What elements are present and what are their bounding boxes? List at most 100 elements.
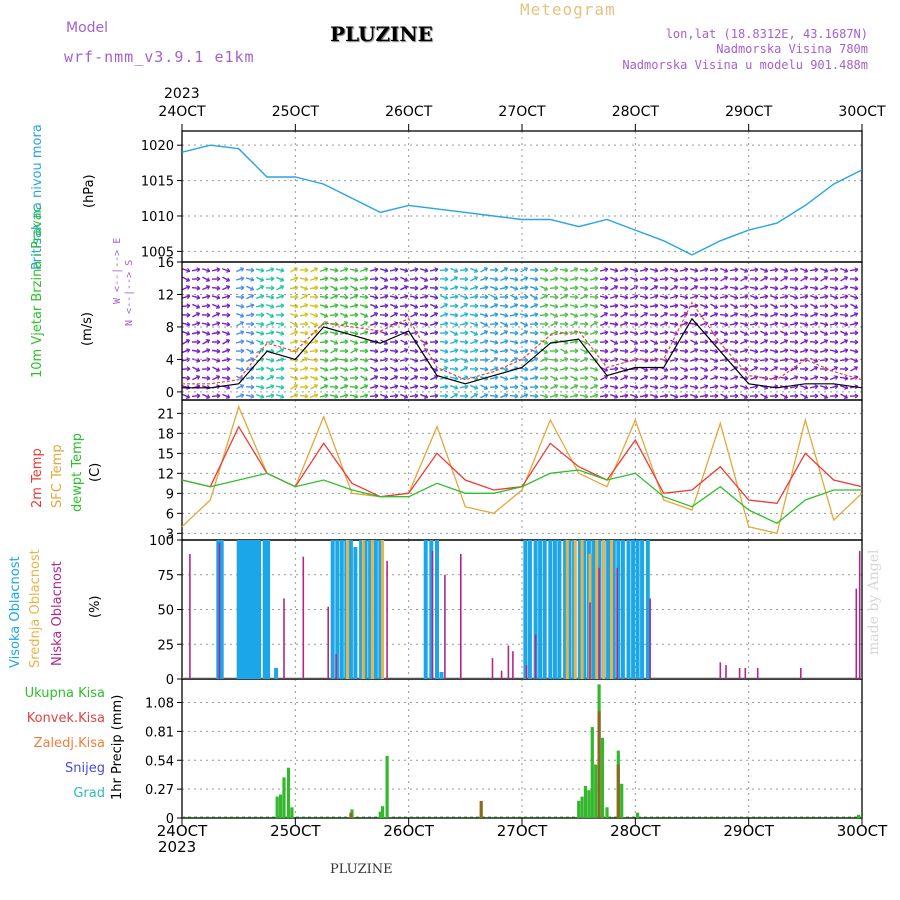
wind-arrow-head: [424, 366, 429, 372]
wind-arrow-head: [713, 304, 719, 309]
wind-arrow: [470, 303, 479, 309]
wind-arrow: [629, 375, 639, 381]
wind-arrow-shaft: [276, 276, 284, 282]
wind-arrow-shaft: [449, 313, 459, 317]
wind-arrow: [819, 348, 829, 354]
wind-arrow-head: [280, 294, 285, 299]
wind-arrow: [709, 276, 719, 282]
wind-arrow-head: [424, 331, 429, 336]
wind-arrow: [639, 294, 649, 300]
wind-arrow-shaft: [390, 312, 398, 318]
wind-arrow-head: [604, 384, 609, 389]
precip-bar-total: [279, 794, 283, 818]
cloud-bar-low: [302, 556, 305, 679]
wind-arrow-head: [354, 330, 359, 336]
wind-arrow: [369, 267, 379, 273]
wind-arrow: [469, 357, 479, 363]
wind-arrow: [509, 286, 519, 291]
wind-arrow-shaft: [370, 312, 378, 318]
precip-total-label: Ukupna Kisa: [24, 686, 105, 701]
wind-arrow: [770, 357, 779, 363]
cloud-bar-high: [348, 540, 353, 679]
wind-arrow-shaft: [539, 385, 549, 389]
wind-arrow-shaft: [449, 376, 459, 380]
wind-arrow-shaft: [669, 367, 679, 371]
wind-arrow: [600, 312, 609, 318]
wind-arrow-head: [794, 348, 799, 354]
wind-arrow: [399, 312, 409, 318]
wind-arrow-shaft: [399, 295, 409, 299]
wind-arrow-shaft: [679, 277, 689, 281]
wind-arrow: [599, 339, 609, 345]
wind-arrow-head: [324, 367, 329, 372]
wind-arrow-shaft: [539, 313, 549, 317]
wind-arrow-shaft: [349, 367, 359, 371]
precip-bar-total: [282, 777, 286, 818]
wind-arrow-head: [774, 321, 779, 327]
wind-arrow-shaft: [709, 268, 719, 272]
wind-arrow: [779, 348, 789, 354]
wind-arrow: [569, 285, 579, 291]
wind-arrow: [669, 267, 679, 273]
wind-arrow-shaft: [519, 367, 529, 371]
wind-arrow-head: [404, 267, 409, 273]
wind-arrow: [659, 267, 669, 273]
wind-arrow-shaft: [769, 268, 779, 272]
wind-arrow-shaft: [459, 286, 469, 290]
cloud-bar-high: [219, 540, 224, 679]
wind-arrow-head: [684, 393, 689, 399]
precip-bar-total: [577, 800, 581, 818]
wind-arrow-head: [279, 348, 285, 353]
wind-arrow: [670, 276, 679, 282]
wind-arrow-head: [474, 312, 479, 318]
wind-arrow-shaft: [740, 285, 748, 291]
wind-arrow-head: [644, 267, 649, 273]
wind-arrow-shaft: [600, 375, 608, 381]
wind-arrow-head: [494, 267, 499, 273]
wind-arrow: [246, 285, 255, 291]
wind-arrow: [749, 276, 759, 282]
wind-arrow-shaft: [360, 267, 368, 273]
wind-arrow: [650, 276, 659, 282]
wind-arrow-head: [504, 285, 509, 291]
wind-arrow-head: [794, 285, 799, 291]
wind-arrow-shaft: [850, 312, 858, 318]
wind-arrow-shaft: [470, 384, 478, 390]
wind-arrow-head: [584, 321, 589, 327]
wind-arrow: [449, 366, 459, 372]
wind-arrow-head: [694, 375, 699, 381]
wind-arrow-head: [364, 330, 369, 336]
wind-arrow: [539, 312, 549, 318]
wind-arrow-shaft: [499, 313, 509, 317]
wind-arrow: [520, 267, 529, 273]
cloud-bar-high: [359, 540, 364, 679]
wind-arrow-head: [843, 394, 849, 399]
wind-arrow-head: [354, 267, 359, 273]
wind-arrow: [579, 375, 589, 381]
wind-arrow-head: [834, 267, 839, 273]
wind-arrow-head: [524, 357, 529, 363]
wind-arrow-shaft: [469, 313, 479, 317]
wind-arrow-shaft: [309, 304, 319, 308]
wind-arrow-head: [196, 393, 201, 399]
wind-arrow-head: [524, 339, 529, 345]
wind-arrow-head: [564, 276, 569, 282]
wind-arrow-shaft: [390, 303, 398, 309]
wind-arrow-head: [644, 393, 649, 399]
wind-arrow-head: [354, 393, 359, 399]
wind-arrow: [181, 268, 191, 273]
wind-arrow-shaft: [319, 304, 329, 308]
cloud-bar-high: [645, 540, 650, 679]
wind-arrow-head: [774, 312, 779, 317]
wind-arrow-shaft: [829, 341, 839, 343]
wind-arrow-head: [794, 358, 799, 363]
wind-arrow: [202, 285, 211, 291]
wind-arrow: [181, 321, 191, 327]
wind-arrow-head: [504, 303, 509, 309]
wind-arrow: [459, 321, 469, 327]
wind-arrow: [480, 393, 489, 399]
wind-arrow: [650, 339, 659, 345]
wind-arrow-head: [574, 348, 579, 354]
wind-arrow: [759, 348, 769, 354]
wind-arrow-head: [250, 303, 255, 309]
